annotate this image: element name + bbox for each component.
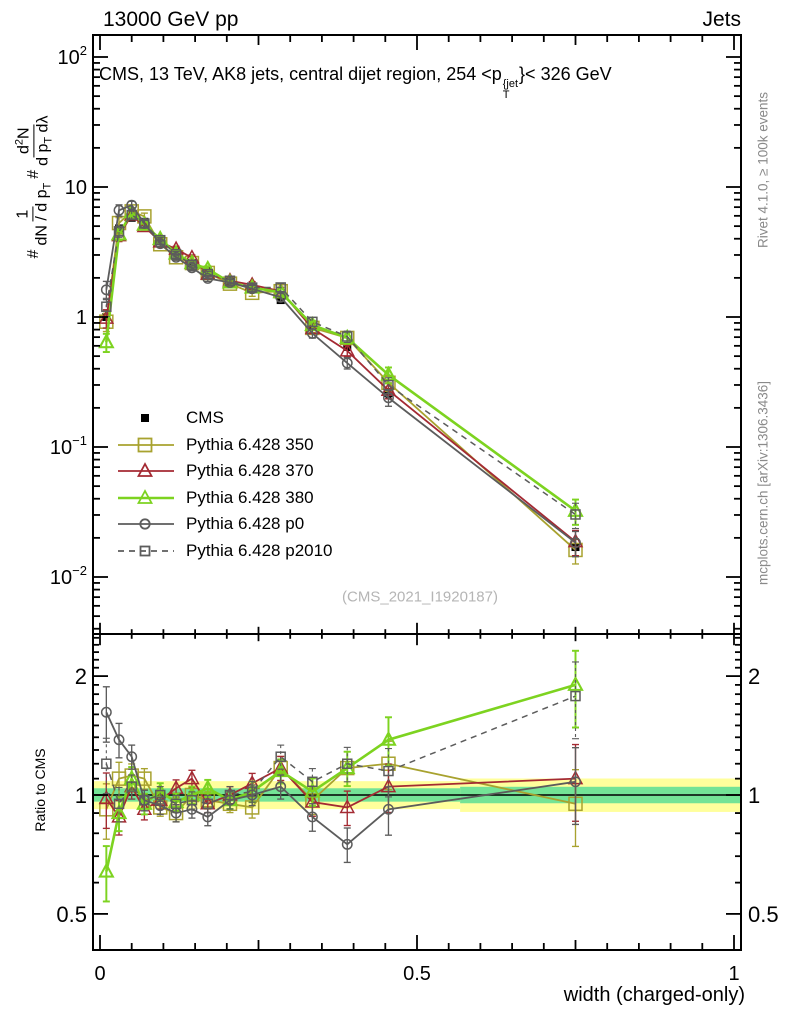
ratio-ytick-label-right: 2 [748,664,760,689]
series-pythia-6-428-380-ratio [98,649,584,903]
legend-marker-open-circle [118,518,174,530]
legend-item-label: Pythia 6.428 350 [186,434,314,454]
legend-item-cms: CMS [116,405,333,432]
legend-item-pythia-6-428-380: Pythia 6.428 380 [116,485,333,512]
ylabel-frac1-num: 1 [14,206,34,222]
xtick-label: 0.5 [403,963,431,985]
main-ytick-label: 10 [65,177,87,199]
legend-item-label: CMS [186,408,224,428]
main-ytick-label: 10−1 [50,433,87,459]
series-pythia-6-428-p2010-main [101,209,581,530]
ratio-ytick-label-left: 1 [75,783,87,808]
pt-jet-sup: {jet [502,78,519,90]
legend-item-pythia-6-428-p0: Pythia 6.428 p0 [116,511,333,538]
ylabel-hash-1: # [25,249,43,259]
pt-jet-supsub: {jet T [503,79,518,101]
ylabel-frac2-den: d pT dλ [34,115,55,166]
beam-energy-label: 13000 GeV pp [103,8,239,31]
legend-marker-open-triangle [118,462,174,478]
x-axis-label: width (charged-only) [563,984,745,1006]
process-label: Jets [702,8,741,31]
mcplots-attribution-label: mcplots.cern.ch [arXiv:1306.3436] [755,380,771,586]
axis-ticks [94,36,740,949]
legend-item-label: Pythia 6.428 p2010 [186,540,333,560]
pt-jet-sub: T [502,89,510,101]
ylabel-frac2-num: d2N [13,124,35,158]
xtick-label: 0 [94,963,105,985]
ratio-y-axis-label: Ratio to CMS [32,748,48,832]
legend-marker-open-square [118,437,174,453]
legend-item-pythia-6-428-350: Pythia 6.428 350 [116,432,333,459]
plot-title: CMS, 13 TeV, AK8 jets, central dijet reg… [99,64,612,101]
plot-title-text: CMS, 13 TeV, AK8 jets, central dijet reg… [99,64,502,84]
ylabel-fraction-1: 1 dN / d pT [14,182,54,246]
legend: CMS Pythia 6.428 350 Pythia 6.428 370 Pythi… [116,405,333,564]
rivet-version-label: Rivet 4.1.0, ≥ 100k events [755,92,771,248]
legend-item-label: Pythia 6.428 370 [186,461,314,481]
legend-item-label: Pythia 6.428 380 [186,487,314,507]
xtick-label: 1 [728,963,739,985]
series-pythia-6-428-p2010-ratio [101,661,581,823]
plot-title-suffix: }< 326 GeV [519,64,612,84]
main-y-axis-label: #1 dN / d pT # d2N d pT dλ [13,112,55,259]
ratio-ytick-label-right: 1 [748,783,760,808]
legend-item-label: Pythia 6.428 p0 [186,514,305,534]
legend-marker-filled-square [141,414,149,423]
ratio-ytick-label-left: 0.5 [56,902,87,927]
ylabel-fraction-2: d2N d pT dλ [13,115,55,166]
ratio-ytick-label-left: 2 [75,664,87,689]
axis-tick-labels: 102 10 1 10−1 10−2 2 2 1 1 0.5 0.5 0 0.5 1 [50,43,779,985]
ratio-ytick-label-right: 0.5 [748,902,779,927]
legend-item-pythia-6-428-p2010: Pythia 6.428 p2010 [116,538,333,565]
main-ytick-label: 10−2 [50,563,87,589]
ylabel-frac1-den: dN / d pT [33,182,54,246]
legend-item-pythia-6-428-370: Pythia 6.428 370 [116,458,333,485]
main-ytick-label: 1 [76,307,87,329]
legend-marker-open-triangle [118,488,174,504]
legend-marker-open-square-small [118,545,174,557]
main-ytick-label: 102 [58,43,87,69]
ylabel-hash-2: # [25,169,43,179]
analysis-id-watermark: (CMS_2021_I1920187) [342,588,498,606]
